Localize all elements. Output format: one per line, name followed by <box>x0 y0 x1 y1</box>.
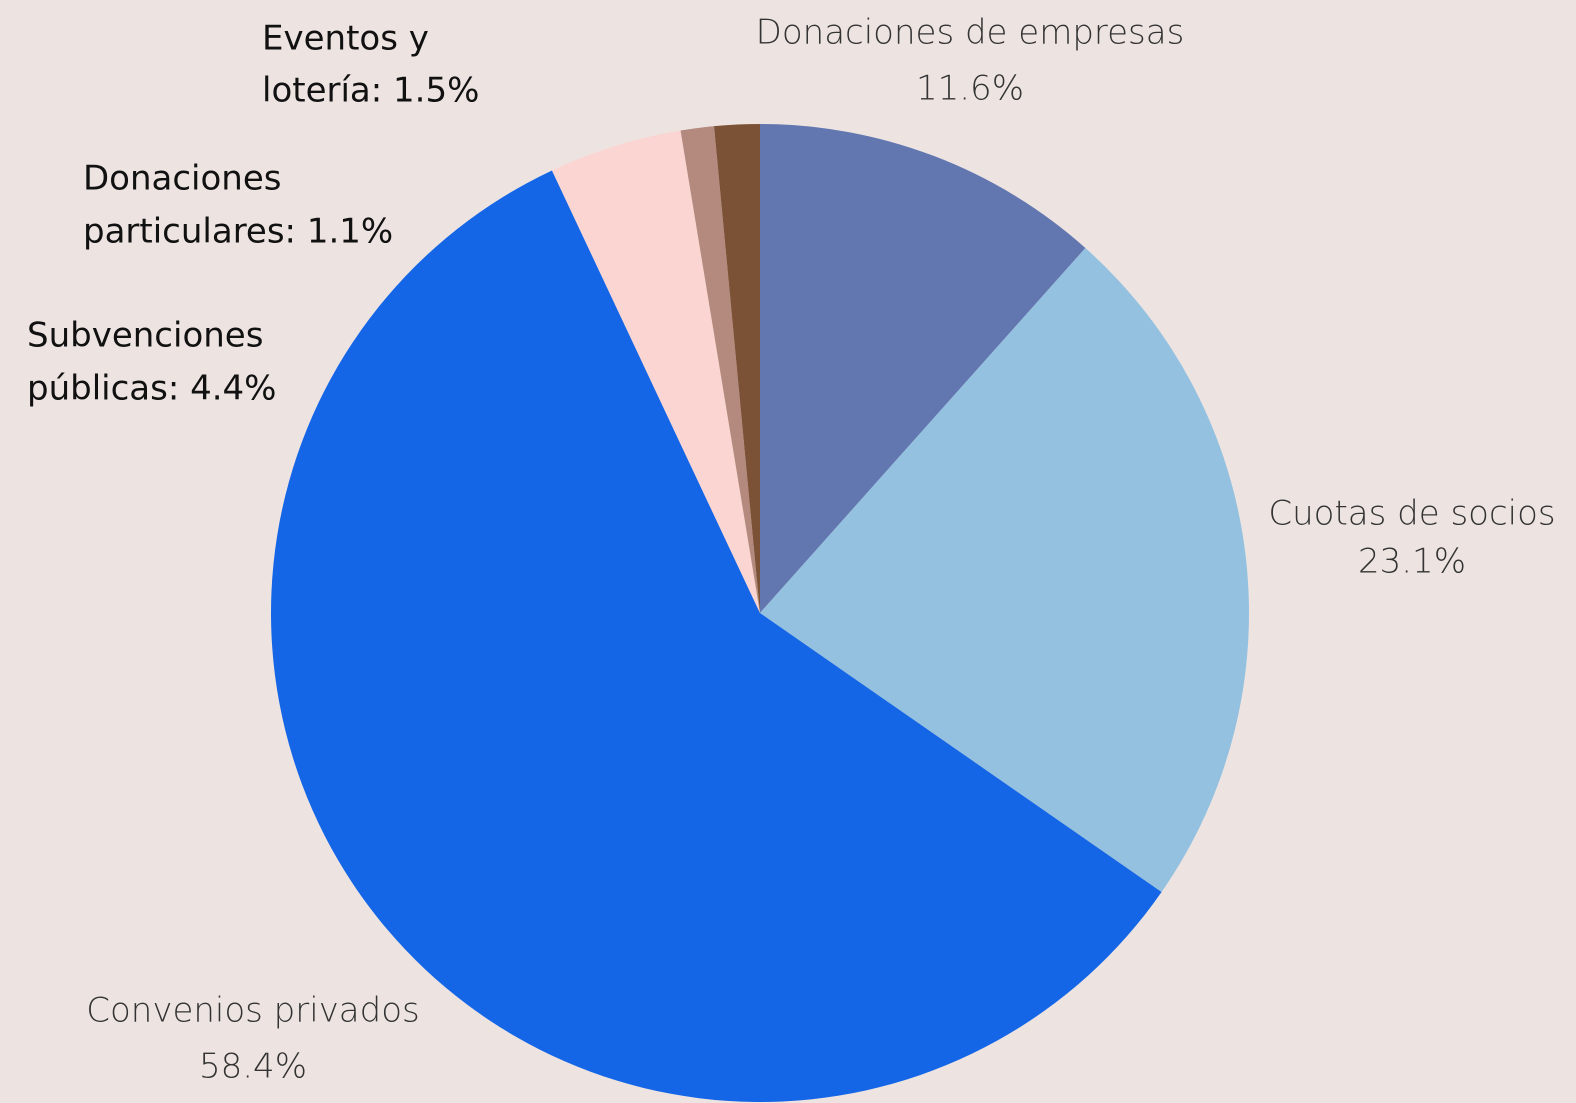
pie-slice <box>714 124 760 613</box>
slice-label: 23.1% <box>1358 542 1466 582</box>
slice-label: Cuotas de socios <box>1268 494 1555 534</box>
slice-label: lotería: 1.5% <box>262 71 479 111</box>
pie-slice <box>680 126 760 614</box>
slice-label: particulares: 1.1% <box>83 212 393 252</box>
slice-label: 11.6% <box>916 69 1024 109</box>
pie-slice <box>760 124 1086 613</box>
pie-slice <box>270 170 1162 1103</box>
slice-label: Donaciones de empresas <box>756 13 1185 53</box>
slice-label: 58.4% <box>199 1047 307 1087</box>
pie-slice <box>760 247 1249 893</box>
slice-label: Donaciones <box>83 159 282 199</box>
slice-label: Subvenciones <box>27 316 263 356</box>
slice-label: Convenios privados <box>86 991 420 1031</box>
slice-label: Eventos y <box>262 19 429 59</box>
slice-label: públicas: 4.4% <box>27 369 277 409</box>
pie-slice <box>551 130 760 613</box>
